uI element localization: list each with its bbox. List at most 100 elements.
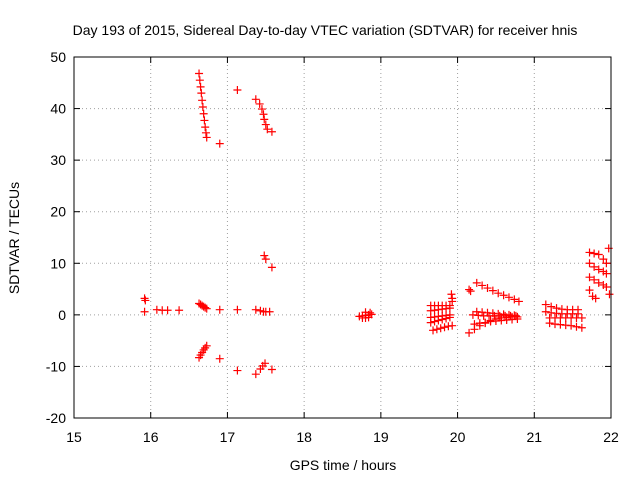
x-tick-label: 18 [296, 429, 312, 445]
x-tick-label: 17 [220, 429, 236, 445]
data-point [251, 370, 260, 379]
data-point [261, 120, 270, 129]
x-tick-label: 15 [66, 429, 82, 445]
data-point [202, 341, 211, 350]
chart-title: Day 193 of 2015, Sidereal Day-to-day VTE… [73, 22, 578, 38]
data-point [572, 322, 581, 331]
data-point [175, 306, 184, 315]
data-point [430, 317, 439, 326]
y-tick-label: -10 [46, 358, 66, 374]
data-point [263, 125, 272, 134]
data-point [163, 306, 172, 315]
data-point [364, 313, 373, 322]
data-point [201, 123, 210, 132]
data-point [594, 250, 603, 259]
data-point [442, 314, 451, 323]
data-point [465, 328, 474, 337]
data-point [510, 295, 519, 304]
y-tick-label: 50 [50, 49, 66, 65]
data-point [483, 284, 492, 293]
data-point [602, 269, 611, 278]
y-tick-label: 0 [58, 307, 66, 323]
data-point [585, 248, 594, 257]
x-tick-label: 21 [526, 429, 542, 445]
data-point [201, 343, 210, 352]
x-tick-label: 22 [603, 429, 619, 445]
x-tick-label: 16 [143, 429, 159, 445]
data-point [260, 115, 269, 124]
data-point [199, 345, 208, 354]
data-point [585, 273, 594, 282]
data-point [472, 278, 481, 287]
data-point [591, 294, 600, 303]
data-point [499, 291, 508, 300]
data-point [215, 139, 224, 148]
data-point [481, 318, 490, 327]
x-axis-label: GPS time / hours [290, 457, 397, 473]
data-point [251, 95, 260, 104]
data-point [261, 359, 270, 368]
data-point [488, 286, 497, 295]
data-point [590, 262, 599, 271]
data-point [445, 304, 454, 313]
data-point [267, 263, 276, 272]
data-point [466, 287, 475, 296]
data-point [504, 293, 513, 302]
data-point [448, 321, 457, 330]
data-point [494, 289, 503, 298]
data-point [436, 324, 445, 333]
data-point [260, 251, 269, 260]
data-point [429, 326, 438, 335]
data-point [514, 297, 523, 306]
data-point [233, 305, 242, 314]
data-point [594, 265, 603, 274]
data-point [366, 308, 375, 317]
data-point [545, 319, 554, 328]
data-point [541, 300, 550, 309]
x-tick-label: 20 [450, 429, 466, 445]
data-point [438, 315, 447, 324]
data-point [432, 325, 441, 334]
data-point [200, 116, 209, 125]
data-point [215, 354, 224, 363]
y-tick-label: 40 [50, 101, 66, 117]
data-point [233, 86, 242, 95]
data-point [510, 311, 519, 320]
grid-lines [74, 57, 611, 418]
data-point [259, 110, 268, 119]
data-point [201, 128, 210, 137]
data-point [255, 99, 264, 108]
data-point [140, 294, 149, 303]
data-point [605, 290, 614, 299]
data-point [257, 105, 266, 114]
data-point [201, 303, 210, 312]
data-point [585, 286, 594, 295]
data-point [594, 278, 603, 287]
data-point [445, 313, 454, 322]
data-point [585, 259, 594, 268]
data-point [261, 255, 270, 264]
data-point [202, 304, 211, 313]
data-point [470, 320, 479, 329]
data-point [541, 307, 550, 316]
data-point [195, 76, 204, 85]
y-tick-label: -20 [46, 410, 66, 426]
y-tick-label: 10 [50, 255, 66, 271]
data-points [140, 69, 614, 379]
data-point [599, 255, 608, 264]
data-point [140, 307, 149, 316]
x-tick-label: 19 [373, 429, 389, 445]
data-point [267, 365, 276, 374]
plot-frame [73, 56, 612, 419]
data-point [267, 127, 276, 136]
data-point [440, 323, 449, 332]
data-point [199, 109, 208, 118]
y-tick-label: 30 [50, 152, 66, 168]
data-point [447, 290, 456, 299]
y-tick-label: 20 [50, 204, 66, 220]
data-point [448, 297, 457, 306]
data-point [602, 283, 611, 292]
data-point [590, 249, 599, 258]
data-point [265, 307, 274, 316]
